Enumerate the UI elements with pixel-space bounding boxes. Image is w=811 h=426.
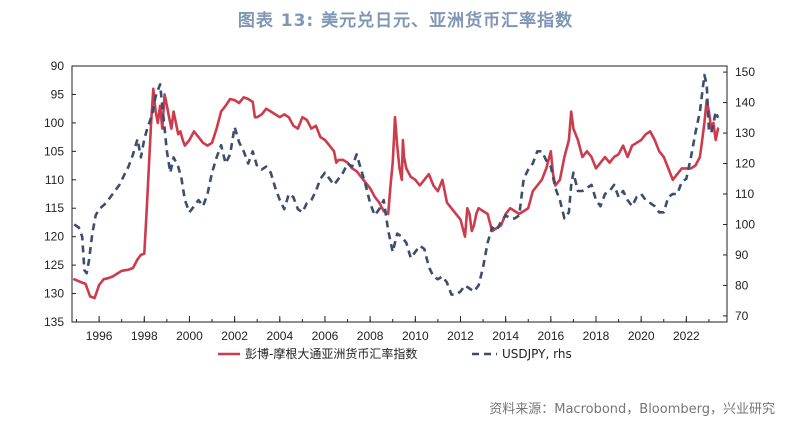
right-tick-label: 100 bbox=[735, 217, 755, 231]
right-tick-label: 80 bbox=[735, 278, 749, 292]
series-group bbox=[73, 73, 720, 300]
left-axis-ticks: 90 95 100 105 110 115 120 125 130 135 bbox=[44, 59, 76, 329]
x-tick-label: 2008 bbox=[357, 329, 384, 343]
x-tick-label: 2010 bbox=[402, 329, 429, 343]
left-tick-label: 120 bbox=[44, 230, 64, 244]
right-axis-ticks: 70 80 90 100 110 120 130 140 150 bbox=[723, 65, 755, 323]
x-tick-label: 2020 bbox=[628, 329, 655, 343]
left-tick-label: 95 bbox=[51, 87, 65, 101]
x-tick-label: 2002 bbox=[221, 329, 248, 343]
right-tick-label: 150 bbox=[735, 65, 755, 79]
left-tick-label: 90 bbox=[51, 59, 65, 73]
x-tick-label: 2012 bbox=[447, 329, 474, 343]
chart-title: 图表 13: 美元兑日元、亚洲货币汇率指数 bbox=[237, 11, 574, 31]
x-tick-label: 1996 bbox=[86, 329, 113, 343]
x-tick-label: 2000 bbox=[176, 329, 203, 343]
right-tick-label: 70 bbox=[735, 309, 749, 323]
left-tick-label: 135 bbox=[44, 315, 64, 329]
x-tick-label: 2018 bbox=[583, 329, 610, 343]
right-tick-label: 120 bbox=[735, 157, 755, 171]
left-tick-label: 130 bbox=[44, 287, 64, 301]
legend: 彭博-摩根大通亚洲货币汇率指数 USDJPY, rhs bbox=[218, 346, 572, 361]
left-tick-label: 115 bbox=[45, 201, 64, 215]
x-tick-label: 2014 bbox=[492, 329, 519, 343]
x-tick-label: 2006 bbox=[312, 329, 339, 343]
source-note: 资料来源：Macrobond，Bloomberg，兴业研究 bbox=[489, 402, 775, 417]
x-tick-label: 2004 bbox=[266, 329, 293, 343]
legend-label-asia: 彭博-摩根大通亚洲货币汇率指数 bbox=[245, 346, 417, 361]
left-tick-label: 110 bbox=[45, 173, 64, 187]
x-tick-label: 2016 bbox=[537, 329, 564, 343]
right-tick-label: 140 bbox=[735, 96, 755, 110]
x-tick-label: 1998 bbox=[131, 329, 158, 343]
right-tick-label: 90 bbox=[735, 248, 749, 262]
plot-frame bbox=[71, 65, 728, 323]
series-line-asia-fx-index bbox=[73, 87, 720, 300]
left-tick-label: 105 bbox=[44, 144, 64, 158]
x-axis-ticks: 1996 1998 2000 2002 2004 2006 2008 2010 2012 2014… bbox=[76, 316, 710, 343]
right-tick-label: 130 bbox=[735, 126, 755, 140]
series-line-usdjpy bbox=[73, 73, 720, 296]
left-tick-label: 100 bbox=[44, 116, 64, 130]
right-tick-label: 110 bbox=[735, 187, 754, 201]
x-tick-label: 2022 bbox=[673, 329, 700, 343]
left-tick-label: 125 bbox=[44, 258, 64, 272]
legend-label-usdjpy: USDJPY, rhs bbox=[502, 347, 572, 361]
chart-axes bbox=[71, 65, 728, 323]
